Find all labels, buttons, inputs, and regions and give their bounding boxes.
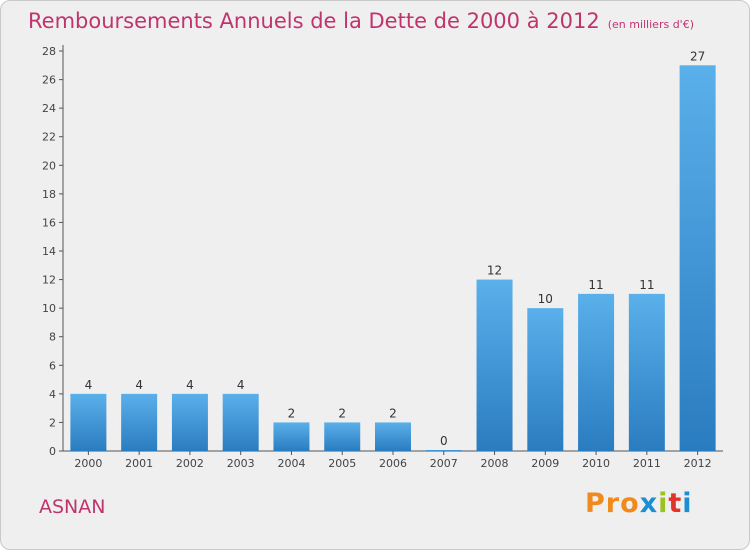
data-label-2000: 4	[85, 378, 93, 392]
logo-letter: t	[668, 488, 683, 519]
y-tick-label: 6	[49, 359, 56, 372]
logo-letter: x	[639, 488, 659, 519]
x-tick-label-2012: 2012	[684, 457, 712, 470]
y-tick-label: 2	[49, 416, 56, 429]
x-tick-label-2001: 2001	[125, 457, 153, 470]
x-tick-label-2002: 2002	[176, 457, 204, 470]
y-tick-label: 26	[42, 74, 56, 87]
data-label-2003: 4	[237, 378, 245, 392]
bar-2006	[375, 422, 411, 451]
bar-2008	[476, 279, 513, 451]
logo-letter: i	[682, 488, 693, 519]
proxiti-logo[interactable]: Proxiti	[585, 488, 693, 519]
y-tick-label: 14	[42, 245, 56, 258]
data-label-2009: 10	[538, 292, 553, 306]
bar-2002	[171, 393, 208, 451]
y-tick-label: 16	[42, 216, 56, 229]
bar-2012	[679, 65, 716, 452]
bar-2004	[273, 422, 310, 451]
x-tick-label-2000: 2000	[74, 457, 102, 470]
chart-bars: 4 4 4 4 2 2 2 0 12 10 11 11 27	[70, 49, 716, 452]
data-label-2002: 4	[186, 378, 194, 392]
x-tick-label-2009: 2009	[531, 457, 559, 470]
y-tick-label: 0	[49, 445, 56, 458]
bar-2007	[425, 450, 462, 451]
bar-2009	[527, 308, 564, 451]
bar-2005	[324, 422, 361, 451]
y-tick-label: 24	[42, 102, 56, 115]
y-tick-label: 8	[49, 331, 56, 344]
x-tick-label-2006: 2006	[379, 457, 407, 470]
x-tick-label-2004: 2004	[277, 457, 305, 470]
bar-2000	[70, 393, 107, 451]
bar-2003	[222, 393, 259, 451]
logo-letter: i	[658, 488, 669, 519]
x-tick-label-2011: 2011	[633, 457, 661, 470]
x-tick-label-2010: 2010	[582, 457, 610, 470]
data-label-2010: 11	[588, 278, 603, 292]
data-label-2008: 12	[487, 264, 502, 278]
y-tick-label: 22	[42, 131, 56, 144]
y-tick-label: 4	[49, 388, 56, 401]
logo-letter: P	[585, 488, 606, 519]
data-label-2006: 2	[389, 406, 397, 420]
chart-title: Remboursements Annuels de la Dette de 20…	[28, 9, 694, 33]
data-label-2001: 4	[135, 378, 143, 392]
y-tick-label: 28	[42, 45, 56, 58]
data-label-2007: 0	[440, 434, 448, 448]
y-tick-label: 10	[42, 302, 56, 315]
logo-letter: o	[620, 488, 640, 519]
data-label-2012: 27	[690, 49, 705, 63]
x-tick-label-2003: 2003	[227, 457, 255, 470]
x-tick-label-2008: 2008	[481, 457, 509, 470]
bar-2011	[628, 293, 665, 451]
data-label-2011: 11	[639, 278, 654, 292]
chart-subtitle: (en milliers d'€)	[607, 18, 694, 31]
logo-letter: r	[605, 488, 621, 519]
bar-2010	[578, 293, 615, 451]
town-name: ASNAN	[39, 496, 106, 518]
y-tick-label: 12	[42, 274, 56, 287]
data-label-2004: 2	[288, 406, 296, 420]
x-tick-label-2005: 2005	[328, 457, 356, 470]
y-tick-label: 18	[42, 188, 56, 201]
bar-2001	[121, 393, 158, 451]
y-tick-label: 20	[42, 159, 56, 172]
data-label-2005: 2	[338, 406, 346, 420]
x-tick-label-2007: 2007	[430, 457, 458, 470]
